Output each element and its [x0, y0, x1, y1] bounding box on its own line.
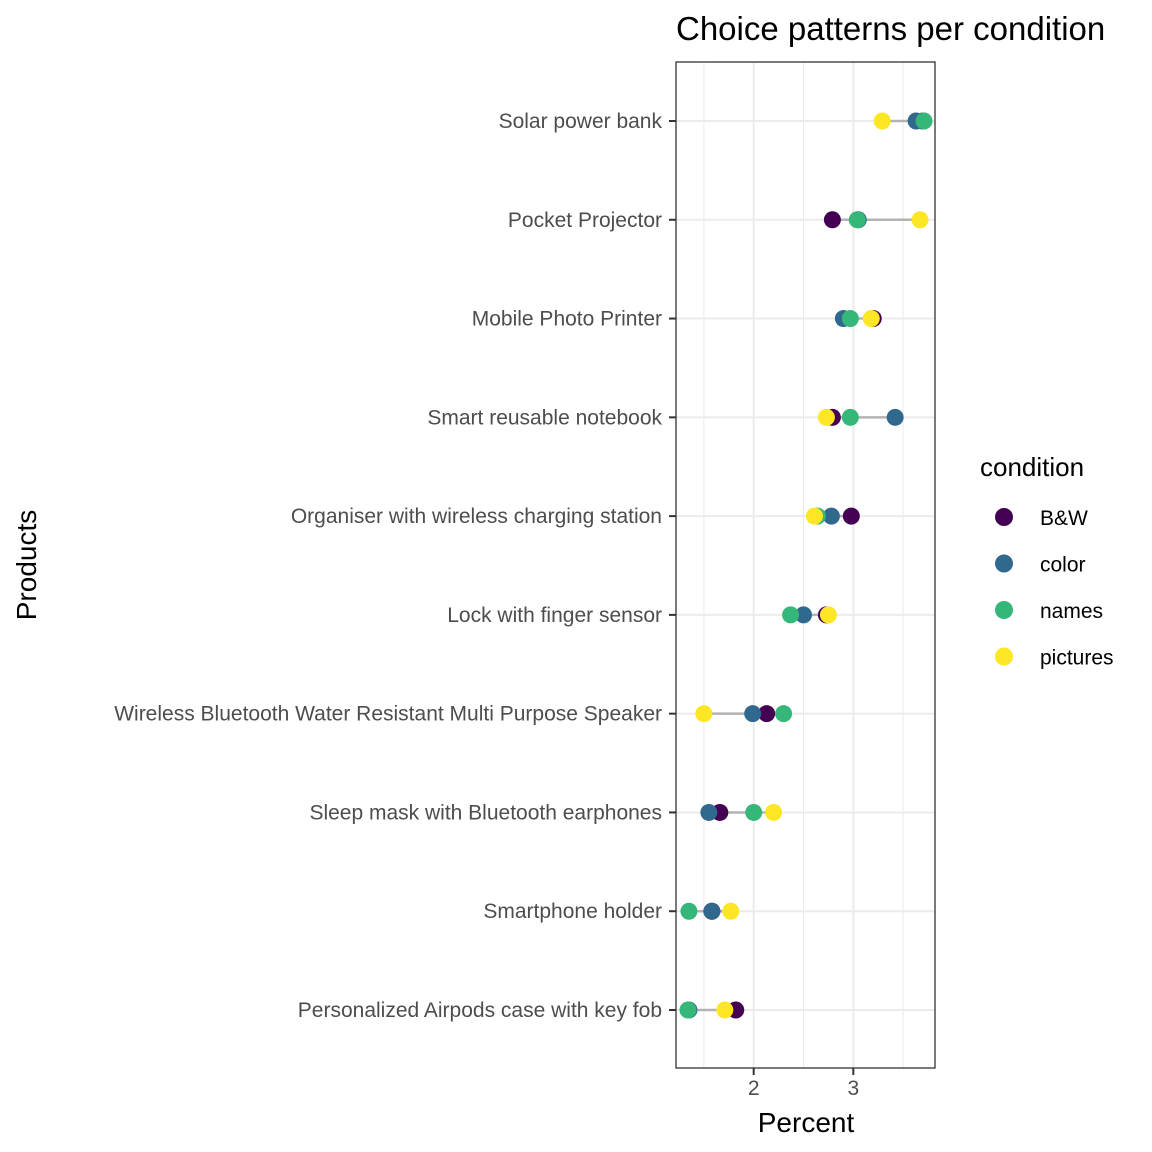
legend-label-pictures: pictures: [1040, 647, 1114, 670]
panel-background: [676, 62, 935, 1068]
legend-key-names: [995, 601, 1013, 619]
panel-border-rect: [675, 61, 936, 1069]
legend-label-b-w: B&W: [1040, 507, 1088, 530]
y-axis: Solar power bank Pocket Projector Mobile P…: [114, 110, 676, 1022]
x-tick-label: 3: [847, 1077, 859, 1100]
point-names-solar-power-bank: [915, 112, 933, 130]
point-names-personalized-airpods-case-with-key-fob: [679, 1001, 697, 1019]
legend-key-pictures: [995, 647, 1013, 666]
point-color-wireless-bluetooth-water-resistant-multi-purpose-speaker: [744, 705, 762, 723]
point-pictures-mobile-photo-printer: [862, 310, 880, 328]
point-pictures-personalized-airpods-case-with-key-fob: [716, 1001, 734, 1019]
legend-key-b-w: [995, 508, 1013, 526]
x-tick-label: 2: [748, 1077, 760, 1100]
x-axis-label: Percent: [758, 1107, 855, 1138]
legend-label-names: names: [1040, 600, 1103, 623]
point-names-smartphone-holder: [680, 902, 698, 920]
point-names-sleep-mask-with-bluetooth-earphones: [745, 803, 763, 821]
plot-panel: [676, 62, 935, 1068]
point-color-sleep-mask-with-bluetooth-earphones: [700, 803, 718, 821]
point-color-smart-reusable-notebook: [886, 408, 904, 426]
point-color-lock-with-finger-sensor: [795, 606, 813, 624]
y-tick-label: Lock with finger sensor: [447, 604, 662, 627]
point-pictures-pocket-projector: [911, 211, 929, 229]
y-axis-label: Products: [11, 510, 42, 621]
legend-key-color: [995, 554, 1013, 573]
point-b-w-pocket-projector: [823, 211, 841, 229]
legend-label-color: color: [1040, 554, 1086, 577]
point-pictures-wireless-bluetooth-water-resistant-multi-purpose-speaker: [695, 705, 713, 723]
point-pictures-organiser-with-wireless-charging-station: [805, 507, 823, 525]
y-tick-label: Personalized Airpods case with key fob: [298, 999, 662, 1022]
legend: condition B&W color names pictures: [980, 452, 1114, 670]
point-color-smartphone-holder: [703, 902, 721, 920]
point-b-w-organiser-with-wireless-charging-station: [842, 507, 860, 525]
point-pictures-solar-power-bank: [873, 112, 891, 130]
y-tick-label: Smartphone holder: [483, 900, 662, 923]
point-names-lock-with-finger-sensor: [782, 606, 800, 624]
y-tick-label: Organiser with wireless charging station: [291, 505, 662, 528]
point-names-pocket-projector: [848, 211, 866, 229]
plot-border: [675, 61, 936, 1069]
legend-title: condition: [980, 452, 1084, 482]
y-tick-label: Solar power bank: [499, 110, 663, 133]
chart-title: Choice patterns per condition: [676, 10, 1105, 47]
point-color-organiser-with-wireless-charging-station: [822, 507, 840, 525]
point-pictures-lock-with-finger-sensor: [819, 606, 837, 624]
data-points: [679, 112, 933, 1019]
y-tick-label: Sleep mask with Bluetooth earphones: [309, 801, 662, 824]
y-tick-label: Wireless Bluetooth Water Resistant Multi…: [114, 703, 662, 726]
point-names-smart-reusable-notebook: [841, 408, 859, 426]
y-tick-label: Smart reusable notebook: [427, 406, 662, 429]
y-tick-label: Pocket Projector: [508, 209, 662, 232]
point-names-mobile-photo-printer: [841, 310, 859, 328]
point-pictures-sleep-mask-with-bluetooth-earphones: [765, 803, 783, 821]
point-b-w-wireless-bluetooth-water-resistant-multi-purpose-speaker: [758, 705, 776, 723]
point-pictures-smart-reusable-notebook: [817, 408, 835, 426]
point-names-wireless-bluetooth-water-resistant-multi-purpose-speaker: [775, 705, 793, 723]
y-tick-label: Mobile Photo Printer: [472, 308, 662, 331]
point-pictures-smartphone-holder: [722, 902, 740, 920]
